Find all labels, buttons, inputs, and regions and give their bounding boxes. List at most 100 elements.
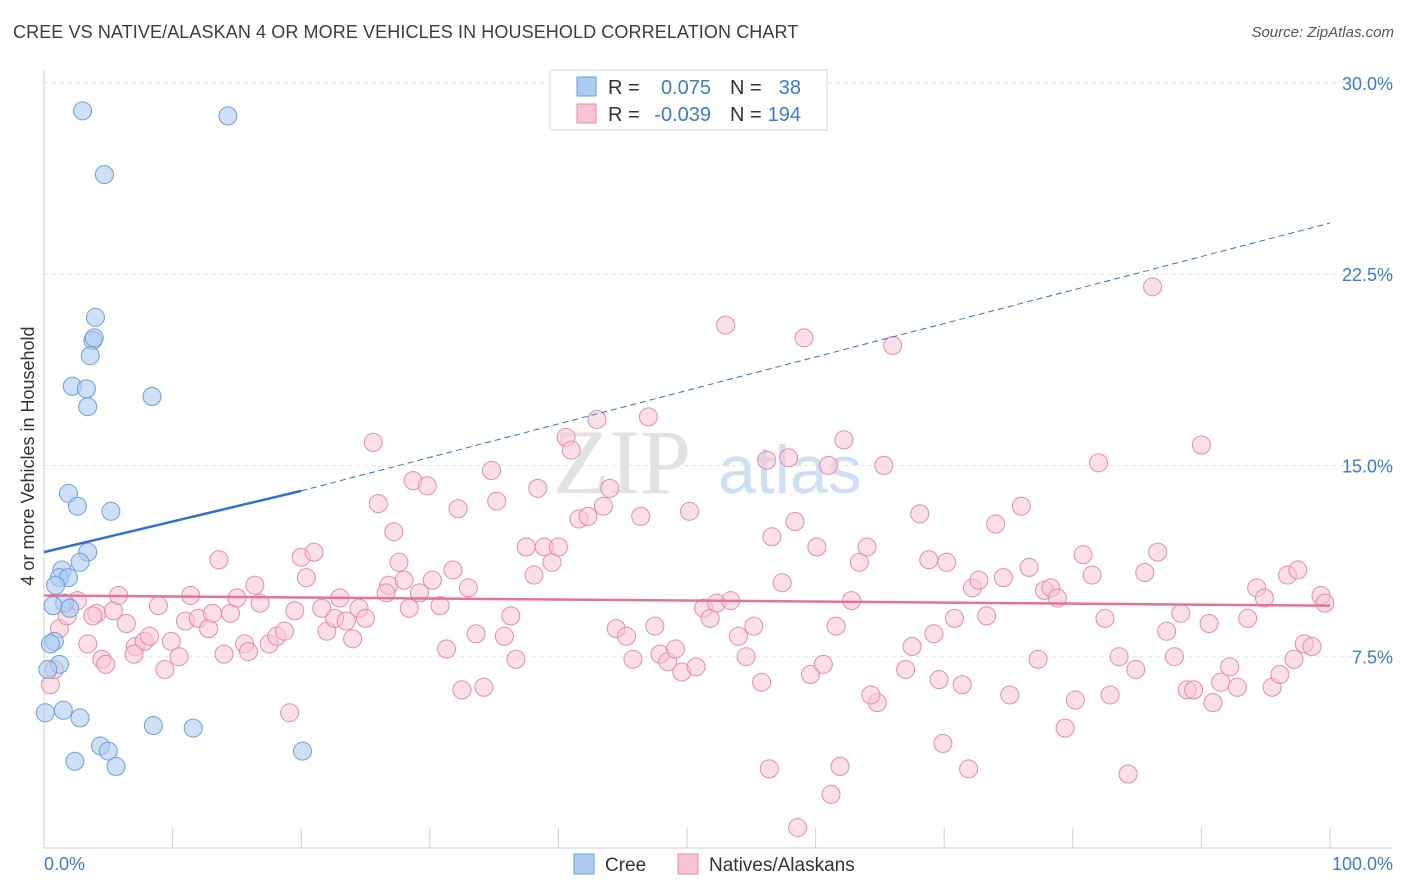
data-point-natives xyxy=(772,573,792,593)
data-point-cree xyxy=(35,703,55,723)
legend-n-value-natives: 194 xyxy=(768,104,801,126)
data-point-cree xyxy=(65,751,85,771)
legend-n-value-cree: 38 xyxy=(779,77,801,99)
data-point-cree xyxy=(292,741,312,761)
legend-swatch-cree xyxy=(576,76,597,97)
data-point-natives xyxy=(437,639,457,659)
data-point-natives xyxy=(842,591,862,611)
data-point-natives xyxy=(356,608,375,628)
y-tick-label: 15.0% xyxy=(1342,456,1393,476)
data-point-natives xyxy=(1095,608,1115,628)
data-point-natives xyxy=(686,657,706,677)
legend-n-label-cree: N = xyxy=(730,77,762,99)
data-point-natives xyxy=(919,550,939,570)
data-point-natives xyxy=(977,606,997,626)
trend-lines xyxy=(43,222,1331,607)
data-point-natives xyxy=(506,649,526,669)
data-point-natives xyxy=(1238,608,1258,628)
data-point-natives xyxy=(524,565,544,585)
data-point-natives xyxy=(501,606,521,626)
data-point-natives xyxy=(1203,693,1223,713)
data-point-natives xyxy=(728,626,748,646)
data-point-natives xyxy=(1000,685,1020,705)
data-point-natives xyxy=(96,654,116,674)
data-point-natives xyxy=(1011,496,1031,516)
data-point-natives xyxy=(285,601,305,621)
data-point-natives xyxy=(516,537,536,557)
data-point-cree xyxy=(46,575,66,595)
data-point-natives xyxy=(78,634,98,654)
data-point-natives xyxy=(665,639,685,659)
legend-r-value-cree: 0.075 xyxy=(661,77,711,99)
data-point-natives xyxy=(883,335,903,355)
data-point-cree xyxy=(78,397,98,417)
data-point-natives xyxy=(343,629,363,649)
trend-line-cree-extension xyxy=(301,222,1331,492)
data-point-natives xyxy=(762,527,782,547)
data-point-natives xyxy=(280,703,300,723)
data-point-natives xyxy=(752,672,772,692)
data-point-natives xyxy=(238,642,258,662)
data-point-natives xyxy=(384,522,404,542)
data-point-natives xyxy=(944,608,964,628)
data-point-natives xyxy=(857,537,877,557)
y-axis-label: 4 or more Vehicles in Household xyxy=(18,326,38,585)
data-point-natives xyxy=(422,570,442,590)
data-point-natives xyxy=(1100,685,1120,705)
data-point-natives xyxy=(736,647,756,667)
data-point-natives xyxy=(336,611,356,631)
data-point-natives xyxy=(779,448,799,468)
data-point-natives xyxy=(1199,614,1219,634)
data-point-cree xyxy=(43,596,63,616)
source-credit: Source: ZipAtlas.com xyxy=(1251,24,1394,41)
data-point-natives xyxy=(399,598,419,618)
data-point-natives xyxy=(959,759,979,779)
data-point-cree xyxy=(70,708,90,728)
data-point-natives xyxy=(1065,690,1085,710)
data-point-natives xyxy=(874,455,894,475)
legend-r-label-cree: R = xyxy=(608,77,640,99)
x-ticks xyxy=(43,828,1331,848)
trend-line-cree xyxy=(43,489,302,554)
bottom-legend-label-cree: Cree xyxy=(605,855,646,876)
data-point-natives xyxy=(83,606,103,626)
data-point-natives xyxy=(1073,545,1093,565)
data-point-natives xyxy=(1089,453,1109,473)
data-point-cree xyxy=(98,741,118,761)
bottom-legend-swatch-cree xyxy=(573,853,595,875)
data-point-cree xyxy=(142,387,162,407)
x-tick-label-min: 0.0% xyxy=(44,854,85,874)
data-point-natives xyxy=(716,315,736,335)
y-tick-label: 7.5% xyxy=(1352,648,1393,668)
data-point-natives xyxy=(389,552,409,572)
watermark-zip: ZIP xyxy=(553,411,691,513)
data-point-natives xyxy=(528,478,548,498)
data-point-natives xyxy=(759,759,779,779)
data-point-natives xyxy=(937,552,957,572)
chart-title: CREE VS NATIVE/ALASKAN 4 OR MORE VEHICLE… xyxy=(13,22,799,42)
data-point-natives xyxy=(430,596,450,616)
data-point-natives xyxy=(448,499,468,519)
data-point-natives xyxy=(993,568,1013,588)
data-point-natives xyxy=(826,616,846,636)
data-point-natives xyxy=(1184,680,1204,700)
data-point-natives xyxy=(169,647,189,667)
data-point-natives xyxy=(124,644,144,664)
data-point-natives xyxy=(1148,542,1168,562)
data-point-natives xyxy=(561,440,581,460)
data-point-natives xyxy=(617,626,637,646)
x-tick-label-max: 100.0% xyxy=(1332,854,1393,874)
data-point-natives xyxy=(910,504,930,524)
data-point-natives xyxy=(1082,565,1102,585)
data-point-natives xyxy=(794,328,814,348)
data-point-cree xyxy=(73,101,93,121)
data-point-natives xyxy=(209,550,229,570)
data-point-natives xyxy=(929,670,949,690)
data-point-natives xyxy=(139,626,159,646)
data-point-natives xyxy=(1143,277,1163,297)
data-point-natives xyxy=(587,409,607,429)
data-point-natives xyxy=(1220,657,1240,677)
data-point-natives xyxy=(1284,649,1304,669)
data-point-natives xyxy=(494,626,514,646)
